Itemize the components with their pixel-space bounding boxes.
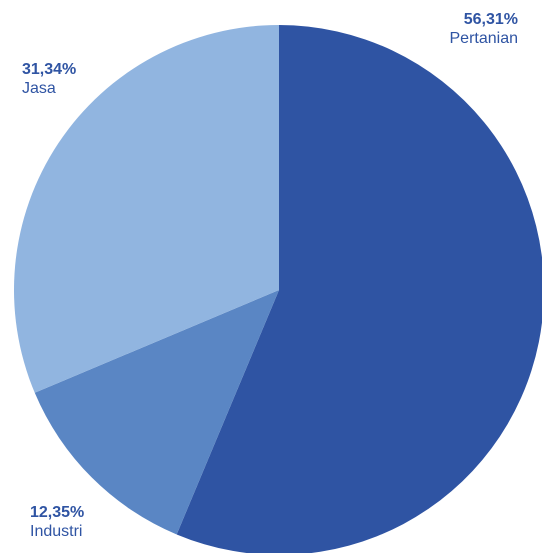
label-industri-value: 12,35% — [30, 504, 85, 521]
pie-slice-jasa — [14, 25, 280, 393]
label-jasa: 31,34% Jasa — [22, 60, 76, 98]
label-jasa-value: 31,34% — [22, 61, 77, 78]
label-pertanian-name: Pertanian — [449, 30, 519, 48]
label-industri: 12,35% Industri — [30, 503, 84, 541]
label-pertanian-value: 56,31% — [463, 11, 518, 28]
pie-slice-pertanian — [176, 25, 542, 553]
pie-slices — [14, 25, 542, 553]
pie-slice-industri — [34, 290, 279, 535]
label-pertanian: 56,31% Pertanian — [450, 10, 519, 48]
label-jasa-name: Jasa — [22, 80, 56, 98]
label-industri-name: Industri — [30, 523, 83, 541]
